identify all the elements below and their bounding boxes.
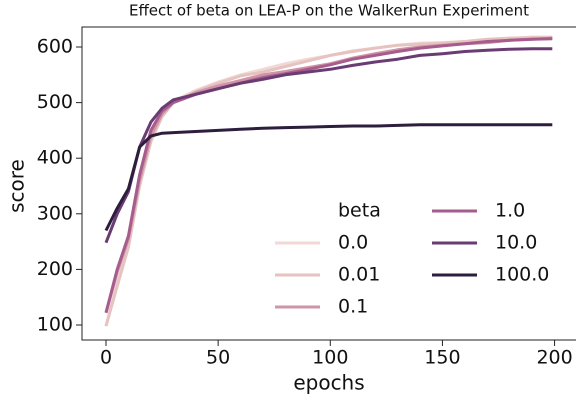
series-line (104, 47, 553, 244)
plot-frame (81, 26, 576, 341)
y-tick-label: 100 (37, 313, 73, 335)
x-tick-label: 200 (536, 347, 572, 369)
x-axis-label: epochs (293, 371, 364, 395)
legend-label: 100.0 (495, 264, 549, 286)
legend-label: 1.0 (495, 200, 525, 222)
legend-label: 0.1 (338, 296, 368, 318)
series-line (104, 36, 553, 314)
y-axis-label: score (5, 159, 29, 213)
x-tick-label: 0 (100, 347, 112, 369)
chart-title: Effect of beta on LEA-P on the WalkerRun… (129, 2, 529, 20)
series-line (104, 37, 553, 314)
y-tick-label: 300 (37, 202, 73, 224)
series-line (104, 35, 553, 327)
legend-label: 10.0 (495, 232, 537, 254)
series-line (104, 36, 553, 327)
y-tick-label: 200 (37, 258, 73, 280)
legend-label: 0.0 (338, 232, 368, 254)
y-tick-label: 600 (37, 36, 73, 58)
y-tick-label: 400 (37, 147, 73, 169)
legend-label: 0.01 (338, 264, 380, 286)
x-tick-label: 150 (424, 347, 460, 369)
y-tick-label: 500 (37, 91, 73, 113)
x-tick-label: 100 (312, 347, 348, 369)
legend-title: beta (338, 200, 381, 222)
x-tick-label: 50 (206, 347, 230, 369)
series-line (104, 123, 553, 232)
